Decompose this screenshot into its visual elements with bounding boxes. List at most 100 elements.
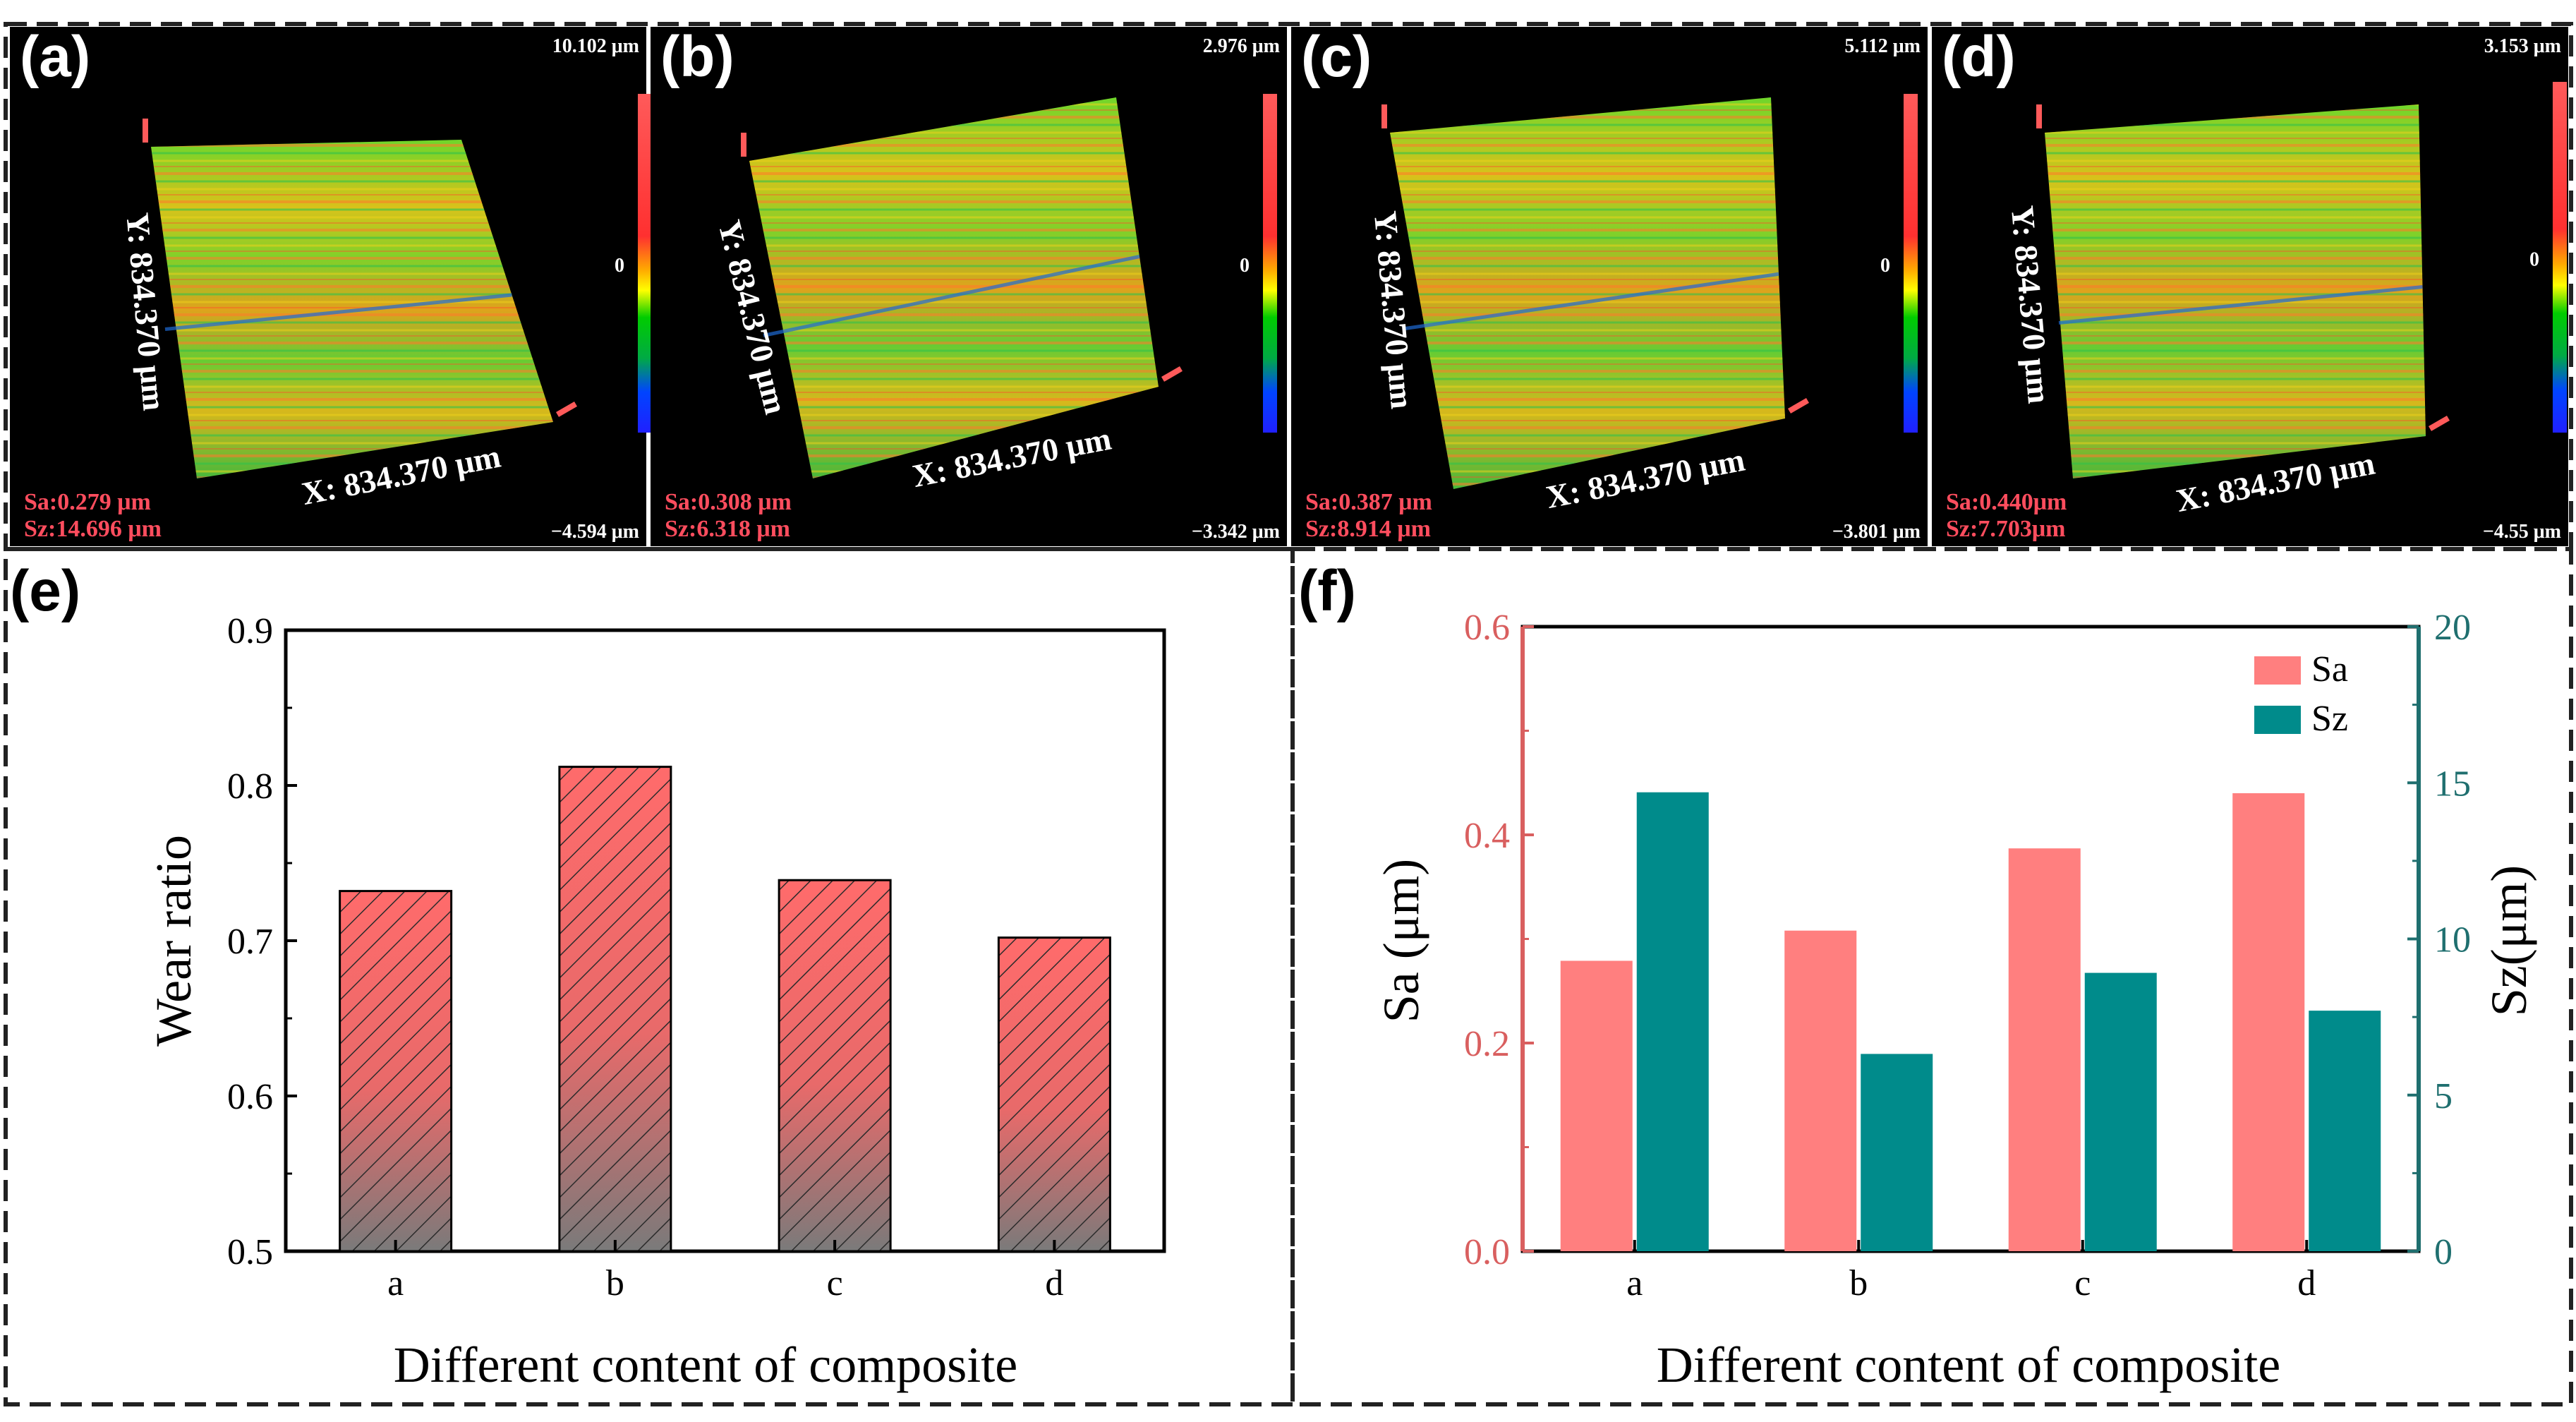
bar-a-hatch xyxy=(339,890,453,1253)
legend-label-sz: Sz xyxy=(2311,699,2348,739)
sz-measurement: Sz:14.696 μm xyxy=(24,516,162,542)
wear-ratio-chart: 0.5 0.6 0.7 0.8 0.9 a b c d Wear ratio Differen… xyxy=(145,611,1166,1393)
scale-min-label: −3.801 μm xyxy=(1832,521,1921,543)
surface-valley-streak xyxy=(164,293,512,331)
bar-sa-c xyxy=(2008,848,2081,1251)
scale-zero-label: 0 xyxy=(2529,249,2539,271)
chart-f-y-ticks: 0.0 0.2 0.4 0.6 0 5 10 15 20 xyxy=(1464,608,2471,1272)
sz-measurement: Sz:8.914 μm xyxy=(1305,516,1431,542)
x-tick-label-c: c xyxy=(827,1263,843,1303)
right-tick-label: 0 xyxy=(2434,1232,2453,1272)
bar-sz-d xyxy=(2309,1011,2381,1251)
panel-f-label: (f) xyxy=(1298,559,1356,623)
x-tick-label-d: d xyxy=(2297,1263,2316,1303)
chart-e-y-axis-title: Wear ratio xyxy=(145,835,202,1047)
top-row-frame xyxy=(4,22,2573,551)
sa-measurement: Sa:0.387 μm xyxy=(1305,489,1432,515)
chart-f-legend: Sa Sz xyxy=(2254,649,2348,739)
bar-sa-b xyxy=(1784,930,1857,1251)
panel-f-frame xyxy=(1290,547,2573,1406)
surface-panel-label: (a) xyxy=(20,25,90,89)
bar-sz-c xyxy=(2084,972,2157,1251)
chart-e-x-axis-title: Different content of composite xyxy=(394,1337,1017,1393)
scale-min-label: −4.55 μm xyxy=(2483,521,2561,543)
right-tick-label: 10 xyxy=(2434,920,2471,960)
bar-d-hatch xyxy=(997,936,1111,1253)
axis-corner-marker xyxy=(555,401,577,417)
axis-corner-marker xyxy=(1161,366,1183,382)
surface-panel-label: (b) xyxy=(660,25,734,89)
right-tick-label: 5 xyxy=(2434,1076,2453,1116)
chart-f-right-y-axis-title: Sz(μm) xyxy=(2481,865,2537,1017)
color-scale-bar xyxy=(1263,94,1277,433)
left-tick-label: 0.0 xyxy=(1464,1232,1510,1272)
bar-sa-a xyxy=(1560,960,1633,1251)
right-tick-label: 15 xyxy=(2434,764,2471,804)
scale-max-label: 3.153 μm xyxy=(2484,35,2561,57)
x-tick-label-b: b xyxy=(1849,1263,1868,1303)
panel-e-label: (e) xyxy=(10,559,80,623)
sa-measurement: Sa:0.279 μm xyxy=(24,489,151,515)
scale-max-label: 2.976 μm xyxy=(1203,35,1280,57)
color-scale-bar xyxy=(1904,94,1918,433)
surface-texture xyxy=(1390,97,1785,489)
axis-corner-marker xyxy=(1381,104,1387,128)
legend-label-sa: Sa xyxy=(2311,649,2348,689)
axis-corner-marker xyxy=(2036,104,2042,128)
x-tick-label-a: a xyxy=(387,1263,404,1303)
axis-corner-marker xyxy=(741,133,746,157)
bar-sz-b xyxy=(1861,1054,1933,1251)
bar-sa-d xyxy=(2232,793,2305,1251)
x-tick-label-d: d xyxy=(1045,1263,1063,1303)
chart-e-bars xyxy=(339,766,1111,1253)
bar-c-hatch xyxy=(778,879,892,1253)
chart-f-bars xyxy=(1560,792,2381,1251)
sz-measurement: Sz:7.703μm xyxy=(1946,516,2065,542)
sz-measurement: Sz:6.318 μm xyxy=(665,516,790,542)
right-tick-label: 20 xyxy=(2434,608,2471,648)
color-scale-bar xyxy=(638,94,652,433)
chart-f-y-axis-title: Sa (μm) xyxy=(1373,859,1429,1023)
y-tick-label: 0.6 xyxy=(227,1077,273,1117)
scale-min-label: −3.342 μm xyxy=(1192,521,1280,543)
surface-texture xyxy=(2045,104,2426,478)
x-tick-label-c: c xyxy=(2074,1263,2091,1303)
chart-e-x-tick-labels: a b c d xyxy=(387,1240,1063,1303)
legend-swatch-sz xyxy=(2254,706,2301,734)
surface-valley-streak xyxy=(763,255,1140,337)
sa-measurement: Sa:0.440μm xyxy=(1946,489,2067,515)
chart-f-x-axis-title: Different content of composite xyxy=(1657,1337,2280,1393)
bar-b-hatch xyxy=(558,766,672,1253)
y-tick-label: 0.8 xyxy=(227,766,273,807)
y-tick-label: 0.9 xyxy=(227,611,273,651)
chart-e-y-ticks: 0.5 0.6 0.7 0.8 0.9 xyxy=(227,611,297,1272)
scale-zero-label: 0 xyxy=(1240,255,1250,277)
x-tick-label-a: a xyxy=(1626,1263,1643,1303)
surface-texture xyxy=(749,97,1159,478)
roughness-chart: 0.0 0.2 0.4 0.6 0 5 10 15 20 a b c d Sa (μm) Sz(μm)… xyxy=(1373,608,2537,1393)
surface-panel-label: (d) xyxy=(1942,25,2016,89)
left-tick-label: 0.4 xyxy=(1464,816,1510,856)
x-tick-label-b: b xyxy=(606,1263,624,1303)
y-tick-label: 0.7 xyxy=(227,922,273,962)
scale-zero-label: 0 xyxy=(615,255,624,277)
chart-f-x-tick-labels: a b c d xyxy=(1626,1240,2316,1303)
y-tick-label: 0.5 xyxy=(227,1232,273,1272)
surface-panel-label: (c) xyxy=(1301,25,1372,89)
scale-max-label: 10.102 μm xyxy=(552,35,639,57)
axis-corner-marker xyxy=(143,119,148,143)
color-scale-bar xyxy=(2553,82,2567,433)
left-tick-label: 0.2 xyxy=(1464,1024,1510,1064)
legend-swatch-sa xyxy=(2254,656,2301,685)
sa-measurement: Sa:0.308 μm xyxy=(665,489,792,515)
bar-sz-a xyxy=(1636,792,1709,1251)
surface-valley-streak xyxy=(1403,272,1779,331)
scale-min-label: −4.594 μm xyxy=(551,521,639,543)
left-tick-label: 0.6 xyxy=(1464,608,1510,648)
axis-corner-marker xyxy=(1788,397,1809,414)
